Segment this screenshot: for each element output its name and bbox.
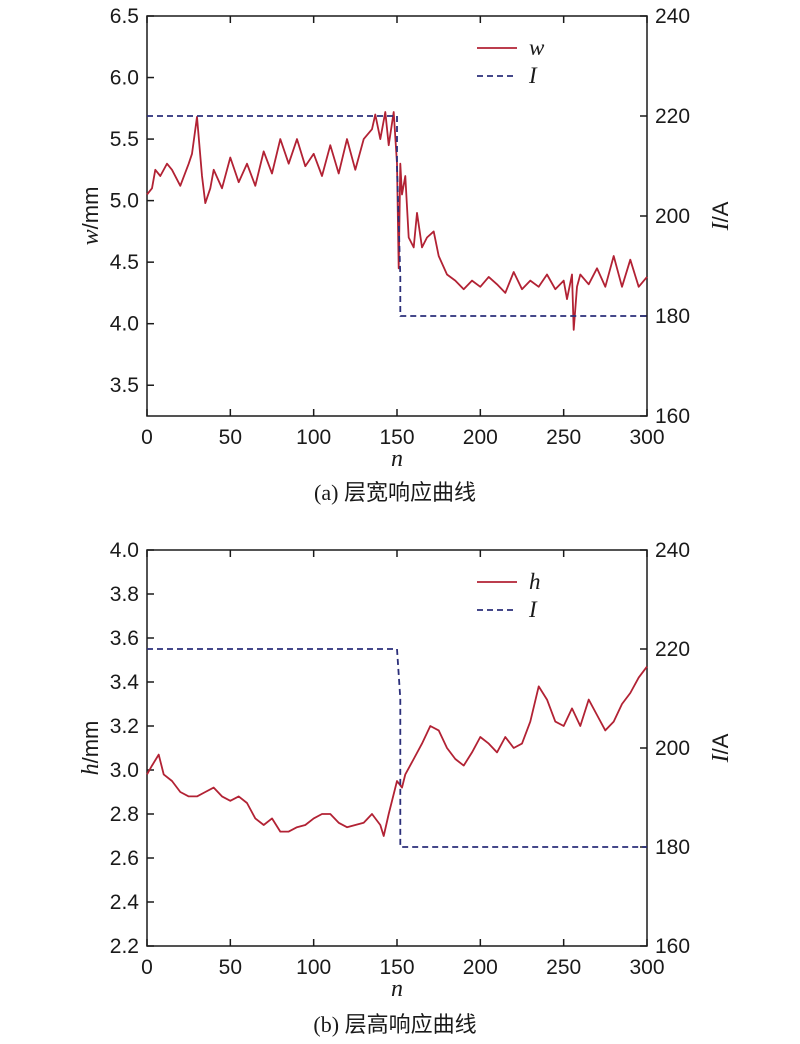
y-left-tick-label: 3.0 xyxy=(110,759,139,782)
y-right-tick-label: 240 xyxy=(655,539,690,562)
y-left-axis-var: w xyxy=(78,229,104,245)
series-line-i-current xyxy=(147,648,647,848)
tick-group-a: 0 50 100 150 200 250 300 3.5 4.0 4.5 5.0 5.5 6.0 6.5 1… xyxy=(110,5,690,449)
y-left-tick-label: 6.0 xyxy=(110,67,139,90)
chart-panel-a: 0 50 100 150 200 250 300 3.5 4.0 4.5 5.0 5.5 6.0 6.5 1… xyxy=(78,5,734,505)
y-left-tick-label: 5.5 xyxy=(110,128,139,151)
y-left-axis-unit: /mm xyxy=(78,721,103,764)
y-left-tick-label: 3.4 xyxy=(110,671,140,694)
caption-b: (b) 层高响应曲线 xyxy=(313,1012,476,1037)
y-left-tick-label: 2.4 xyxy=(110,891,140,914)
y-left-axis-label: w/mm xyxy=(78,187,104,246)
x-tick-label: 100 xyxy=(296,956,331,979)
series-line-h-response xyxy=(146,666,648,837)
x-tick-label: 150 xyxy=(379,956,414,979)
axis-labels-b: n h/mm I/A xyxy=(78,721,734,1002)
y-left-tick-label: 3.8 xyxy=(110,583,139,606)
y-left-tick-label: 3.5 xyxy=(110,374,139,397)
y-left-tick-label: 6.5 xyxy=(110,5,139,28)
x-tick-label: 50 xyxy=(219,956,242,979)
y-right-tick-label: 200 xyxy=(655,737,690,760)
y-left-tick-label: 2.8 xyxy=(110,803,139,826)
axis-labels-a: n w/mm I/A xyxy=(78,187,734,472)
series-line-i-current xyxy=(147,115,647,317)
y-left-tick-label: 3.6 xyxy=(110,627,139,650)
y-left-tick-label: 2.6 xyxy=(110,847,139,870)
chart-panel-b: 0 50 100 150 200 250 300 2.2 2.4 2.6 2.8 3.0 3.2 3.4 3… xyxy=(78,539,734,1037)
x-axis-label: n xyxy=(391,976,403,1002)
y-right-axis-var: I xyxy=(708,753,734,763)
series-group-b xyxy=(146,648,648,848)
y-left-tick-label: 2.2 xyxy=(110,935,139,958)
x-axis-label: n xyxy=(391,446,403,472)
x-tick-label: 150 xyxy=(379,426,414,449)
y-left-axis-label: h/mm xyxy=(78,721,104,776)
y-right-tick-label: 200 xyxy=(655,205,690,228)
y-left-tick-label: 5.0 xyxy=(110,190,139,213)
y-right-tick-label: 160 xyxy=(655,405,690,428)
x-tick-label: 200 xyxy=(463,426,498,449)
y-right-tick-label: 220 xyxy=(655,638,690,661)
x-tick-label: 200 xyxy=(463,956,498,979)
legend-label: w xyxy=(529,35,545,60)
legend-label: I xyxy=(528,597,538,622)
series-line-w-response xyxy=(146,111,648,331)
y-right-tick-label: 180 xyxy=(655,836,690,859)
legend-label: I xyxy=(528,63,538,88)
plot-frame-b xyxy=(146,549,648,947)
y-right-tick-label: 180 xyxy=(655,305,690,328)
y-right-tick-label: 220 xyxy=(655,105,690,128)
y-right-axis-unit: /A xyxy=(708,201,733,222)
x-tick-label: 300 xyxy=(629,956,664,979)
x-tick-label: 250 xyxy=(546,426,581,449)
y-right-axis-var: I xyxy=(708,221,734,231)
x-tick-label: 250 xyxy=(546,956,581,979)
caption-a: (a) 层宽响应曲线 xyxy=(314,480,476,505)
y-left-tick-label: 4.5 xyxy=(110,251,139,274)
y-right-tick-label: 240 xyxy=(655,5,690,28)
y-right-axis-label: I/A xyxy=(708,733,734,763)
tick-group-b: 0 50 100 150 200 250 300 2.2 2.4 2.6 2.8 3.0 3.2 3.4 3… xyxy=(110,539,690,979)
series-group-a xyxy=(146,111,648,331)
x-tick-label: 0 xyxy=(141,956,153,979)
y-right-axis-label: I/A xyxy=(708,201,734,231)
y-left-axis-unit: /mm xyxy=(78,187,103,230)
x-tick-label: 0 xyxy=(141,426,153,449)
y-left-tick-label: 4.0 xyxy=(110,313,139,336)
x-tick-label: 100 xyxy=(296,426,331,449)
x-tick-label: 50 xyxy=(219,426,242,449)
y-right-axis-unit: /A xyxy=(708,733,733,754)
legend-a: wI xyxy=(477,35,545,88)
x-tick-label: 300 xyxy=(629,426,664,449)
y-left-tick-label: 3.2 xyxy=(110,715,139,738)
y-left-axis-var: h xyxy=(78,763,104,775)
y-left-tick-label: 4.0 xyxy=(110,539,139,562)
y-right-tick-label: 160 xyxy=(655,935,690,958)
legend-b: hI xyxy=(477,569,541,622)
legend-label: h xyxy=(529,569,541,594)
